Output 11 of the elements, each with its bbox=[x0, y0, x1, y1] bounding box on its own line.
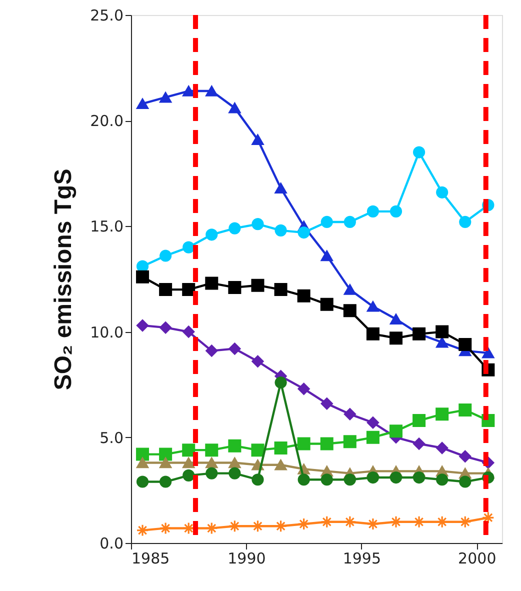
x-tick-label: 1995 bbox=[342, 550, 382, 568]
y-axis-title: SO₂ emissions TgS bbox=[50, 168, 78, 390]
y-tick-label: 15.0 bbox=[90, 218, 124, 236]
y-tick-label: 5.0 bbox=[100, 428, 124, 447]
y-tick-label: 0.0 bbox=[100, 534, 124, 552]
x-tick-label: 1985 bbox=[132, 550, 170, 568]
x-tick-label: 2000 bbox=[458, 550, 496, 568]
y-tick-label: 10.0 bbox=[90, 323, 124, 342]
x-tick-label: 1990 bbox=[228, 550, 266, 568]
y-tick-label: 25.0 bbox=[90, 6, 124, 24]
y-tick-label: 20.0 bbox=[90, 112, 124, 130]
